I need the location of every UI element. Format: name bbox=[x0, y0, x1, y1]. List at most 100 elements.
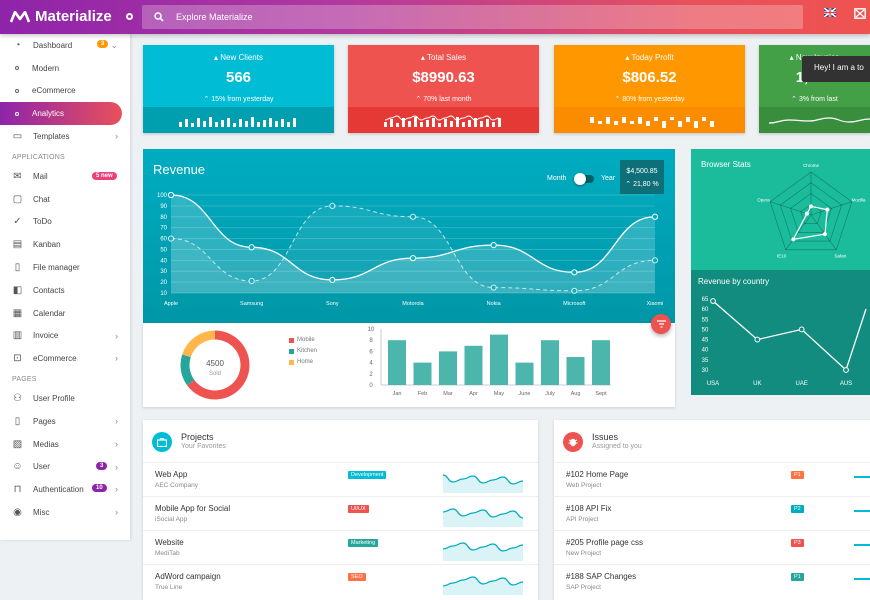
sparkline-bar bbox=[420, 122, 423, 127]
issues-panel: Issues Assigned to you #102 Home Page Web… bbox=[554, 420, 870, 600]
sidebar-item-pages[interactable]: ▯ Pages › bbox=[0, 410, 130, 433]
sidebar-item-calendar[interactable]: ▦ Calendar bbox=[0, 302, 130, 325]
list-item[interactable]: AdWord campaign True Line SEO bbox=[143, 564, 538, 598]
sidebar-item-user[interactable]: ☺ User 3 › bbox=[0, 456, 130, 479]
sparkline-bar bbox=[293, 118, 296, 127]
fullscreen-icon[interactable] bbox=[854, 8, 866, 19]
sparkline-bar bbox=[456, 117, 459, 127]
sidebar-item-todo[interactable]: ✓ ToDo bbox=[0, 211, 130, 234]
x-tick-label: UAE bbox=[795, 381, 807, 387]
list-item[interactable]: Web App AEC Company Development bbox=[143, 462, 538, 496]
data-point bbox=[167, 235, 175, 242]
sparkline-bar bbox=[239, 119, 242, 127]
sidebar-item-templates[interactable]: ▭ Templates › bbox=[0, 125, 130, 148]
sidebar-item-authentication[interactable]: ⊓ Authentication 10 › bbox=[0, 478, 130, 501]
sidebar-item-label: ToDo bbox=[33, 217, 52, 227]
sidebar-item-ecommerce[interactable]: ⊡ eCommerce › bbox=[0, 347, 130, 370]
templates-icon: ▭ bbox=[12, 131, 23, 143]
data-point bbox=[409, 255, 417, 262]
brand[interactable]: Materialize bbox=[10, 8, 133, 25]
data-point bbox=[329, 202, 336, 209]
stat-icon: ▴ bbox=[625, 53, 632, 62]
legend-label: Mobile bbox=[297, 337, 315, 343]
data-point bbox=[843, 367, 849, 373]
x-tick-label: Mar bbox=[443, 391, 453, 397]
list-item[interactable]: #108 API Fix API Project P2 bbox=[554, 496, 870, 530]
month-year-switch[interactable] bbox=[574, 173, 594, 185]
sidebar-item-chat[interactable]: ▢ Chat bbox=[0, 188, 130, 211]
sidebar-item-ecommerce-dashboard[interactable]: eCommerce bbox=[0, 80, 130, 103]
sidebar-item-medias[interactable]: ▨ Medias › bbox=[0, 433, 130, 456]
stat-icon: ▴ bbox=[214, 53, 221, 62]
data-point bbox=[651, 213, 659, 220]
sidebar-item-user-profile[interactable]: ⚇ User Profile bbox=[0, 387, 130, 410]
sparkline-bar bbox=[670, 117, 674, 120]
sidebar-item-contacts[interactable]: ◧ Contacts bbox=[0, 279, 130, 302]
y-tick-label: 6 bbox=[369, 349, 373, 355]
list-item[interactable]: #102 Home Page Web Project P1 bbox=[554, 462, 870, 496]
sidebar-item-kanban[interactable]: ▤ Kanban bbox=[0, 233, 130, 256]
stat-card-sparkline bbox=[348, 107, 539, 133]
circle-icon bbox=[15, 111, 19, 116]
sparkline-bar bbox=[221, 120, 224, 127]
item-subtitle: New Project bbox=[566, 550, 602, 557]
tag-badge: UI/UX bbox=[348, 505, 369, 513]
sidebar-item-label: Authentication bbox=[33, 485, 84, 495]
stat-sub-text: 15% from yesterday bbox=[211, 96, 274, 103]
y-tick-label: 35 bbox=[702, 358, 709, 364]
projects-subtitle: Your Favorites bbox=[181, 443, 226, 450]
stat-title-text: Total Sales bbox=[426, 53, 467, 62]
radar-label: Opera bbox=[757, 198, 770, 203]
sidebar-item-label: Misc bbox=[33, 508, 50, 518]
item-subtitle: Web Project bbox=[566, 482, 602, 489]
sparkline bbox=[854, 510, 870, 512]
browser-stats-title: Browser Stats bbox=[701, 160, 751, 169]
search-input[interactable]: Explore Materialize bbox=[142, 5, 803, 29]
sidebar-item-mail[interactable]: ✉ Mail 5 new bbox=[0, 165, 130, 188]
list-item[interactable]: #188 SAP Changes SAP Project P1 bbox=[554, 564, 870, 598]
list-item[interactable]: #205 Profile page css New Project P3 bbox=[554, 530, 870, 564]
sidebar-item-analytics[interactable]: Analytics bbox=[0, 102, 122, 126]
revenue-badge-value: $4,500.85 bbox=[626, 168, 658, 175]
list-item[interactable]: Website MediTab Marketing bbox=[143, 530, 538, 564]
circle-icon bbox=[15, 88, 19, 93]
sidebar-item-label: eCommerce bbox=[32, 86, 76, 96]
sidebar-collapse-icon[interactable] bbox=[125, 13, 133, 20]
x-tick-label: Sony bbox=[326, 301, 339, 307]
y-tick-label: 0 bbox=[369, 383, 373, 389]
legend-label: Kitchen bbox=[297, 348, 318, 354]
list-item[interactable]: Mobile App for Social iSocial App UI/UX bbox=[143, 496, 538, 530]
lock-icon: ⊓ bbox=[13, 484, 22, 496]
sidebar-item-modern[interactable]: Modern bbox=[0, 57, 130, 80]
person-icon: ⚇ bbox=[13, 393, 22, 405]
sidebar-item-invoice[interactable]: ▥ Invoice › bbox=[0, 325, 130, 348]
top-navbar: Materialize Explore Materialize bbox=[0, 0, 870, 34]
sidebar-item-dashboard[interactable]: ◔ Dashboard 3 ⌄ bbox=[0, 34, 130, 57]
item-subtitle: SAP Project bbox=[566, 584, 601, 591]
bar bbox=[439, 351, 457, 385]
language-flag-icon[interactable] bbox=[824, 8, 836, 17]
data-point bbox=[571, 269, 578, 276]
sparkline-bar bbox=[203, 121, 206, 127]
sparkline bbox=[443, 576, 524, 595]
pages-icon: ▯ bbox=[14, 415, 21, 427]
check-icon: ✓ bbox=[13, 216, 22, 228]
sidebar-item-misc[interactable]: ◉ Misc › bbox=[0, 501, 130, 524]
arrow-up-icon: ⌃ bbox=[614, 96, 623, 103]
revenue-by-country-title: Revenue by country bbox=[698, 277, 770, 286]
filter-button[interactable] bbox=[651, 314, 671, 334]
revenue-badge-change: ⌃ 21,80 % bbox=[620, 178, 664, 191]
radar-point bbox=[809, 204, 813, 209]
dashboard-icon: ◔ bbox=[14, 39, 21, 51]
sidebar-item-label: Kanban bbox=[33, 240, 61, 250]
series-line bbox=[712, 300, 867, 372]
sparkline-bar bbox=[438, 123, 441, 127]
tooltip: Hey! I am a to bbox=[802, 56, 870, 82]
sidebar-item-file-manager[interactable]: ▯ File manager bbox=[0, 256, 130, 279]
x-tick-label: July bbox=[545, 391, 555, 397]
donut-slice bbox=[180, 354, 195, 386]
sparkline-bar bbox=[492, 122, 495, 127]
legend-item: Home bbox=[289, 359, 313, 365]
y-tick-label: 60 bbox=[160, 237, 167, 243]
bar bbox=[464, 345, 483, 385]
